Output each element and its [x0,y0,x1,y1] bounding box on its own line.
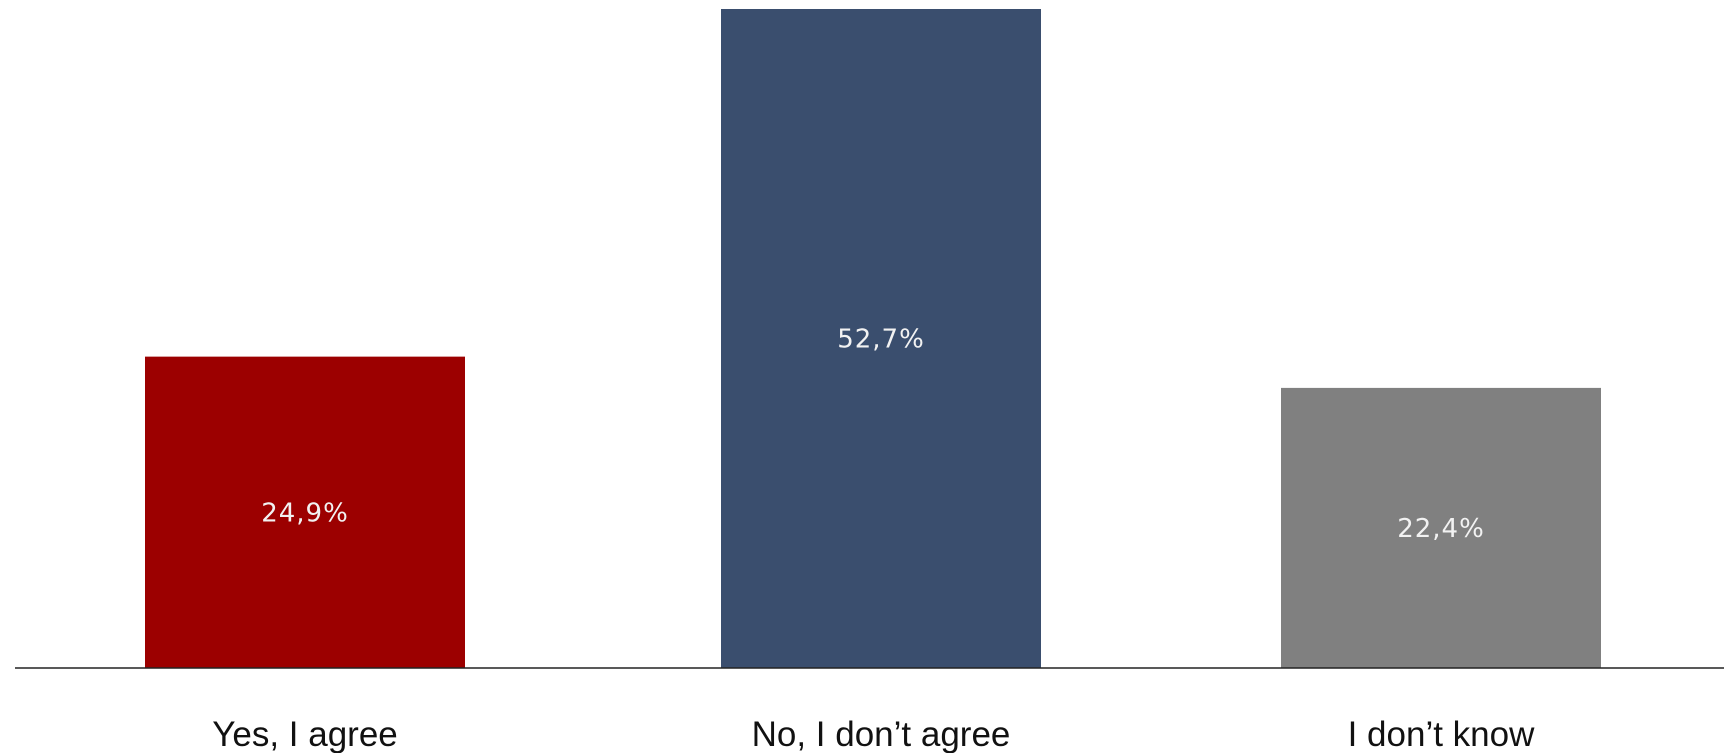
bar-value-label: 24,9% [261,498,349,528]
category-labels-group: Yes, I agree No, I don’t agree I don’t kno… [212,715,1535,753]
category-label: Yes, I agree [212,715,398,753]
bar-value-label: 52,7% [837,325,925,355]
bar-0 [145,356,465,668]
bars-group [145,9,1601,668]
category-label: No, I don’t agree [752,715,1011,753]
category-label: I don’t know [1348,715,1535,753]
bar-1 [721,9,1041,668]
value-labels-group: 24,9% 52,7% 22,4% [261,325,1485,544]
bar-value-label: 22,4% [1397,514,1485,544]
bar-2 [1281,387,1601,668]
